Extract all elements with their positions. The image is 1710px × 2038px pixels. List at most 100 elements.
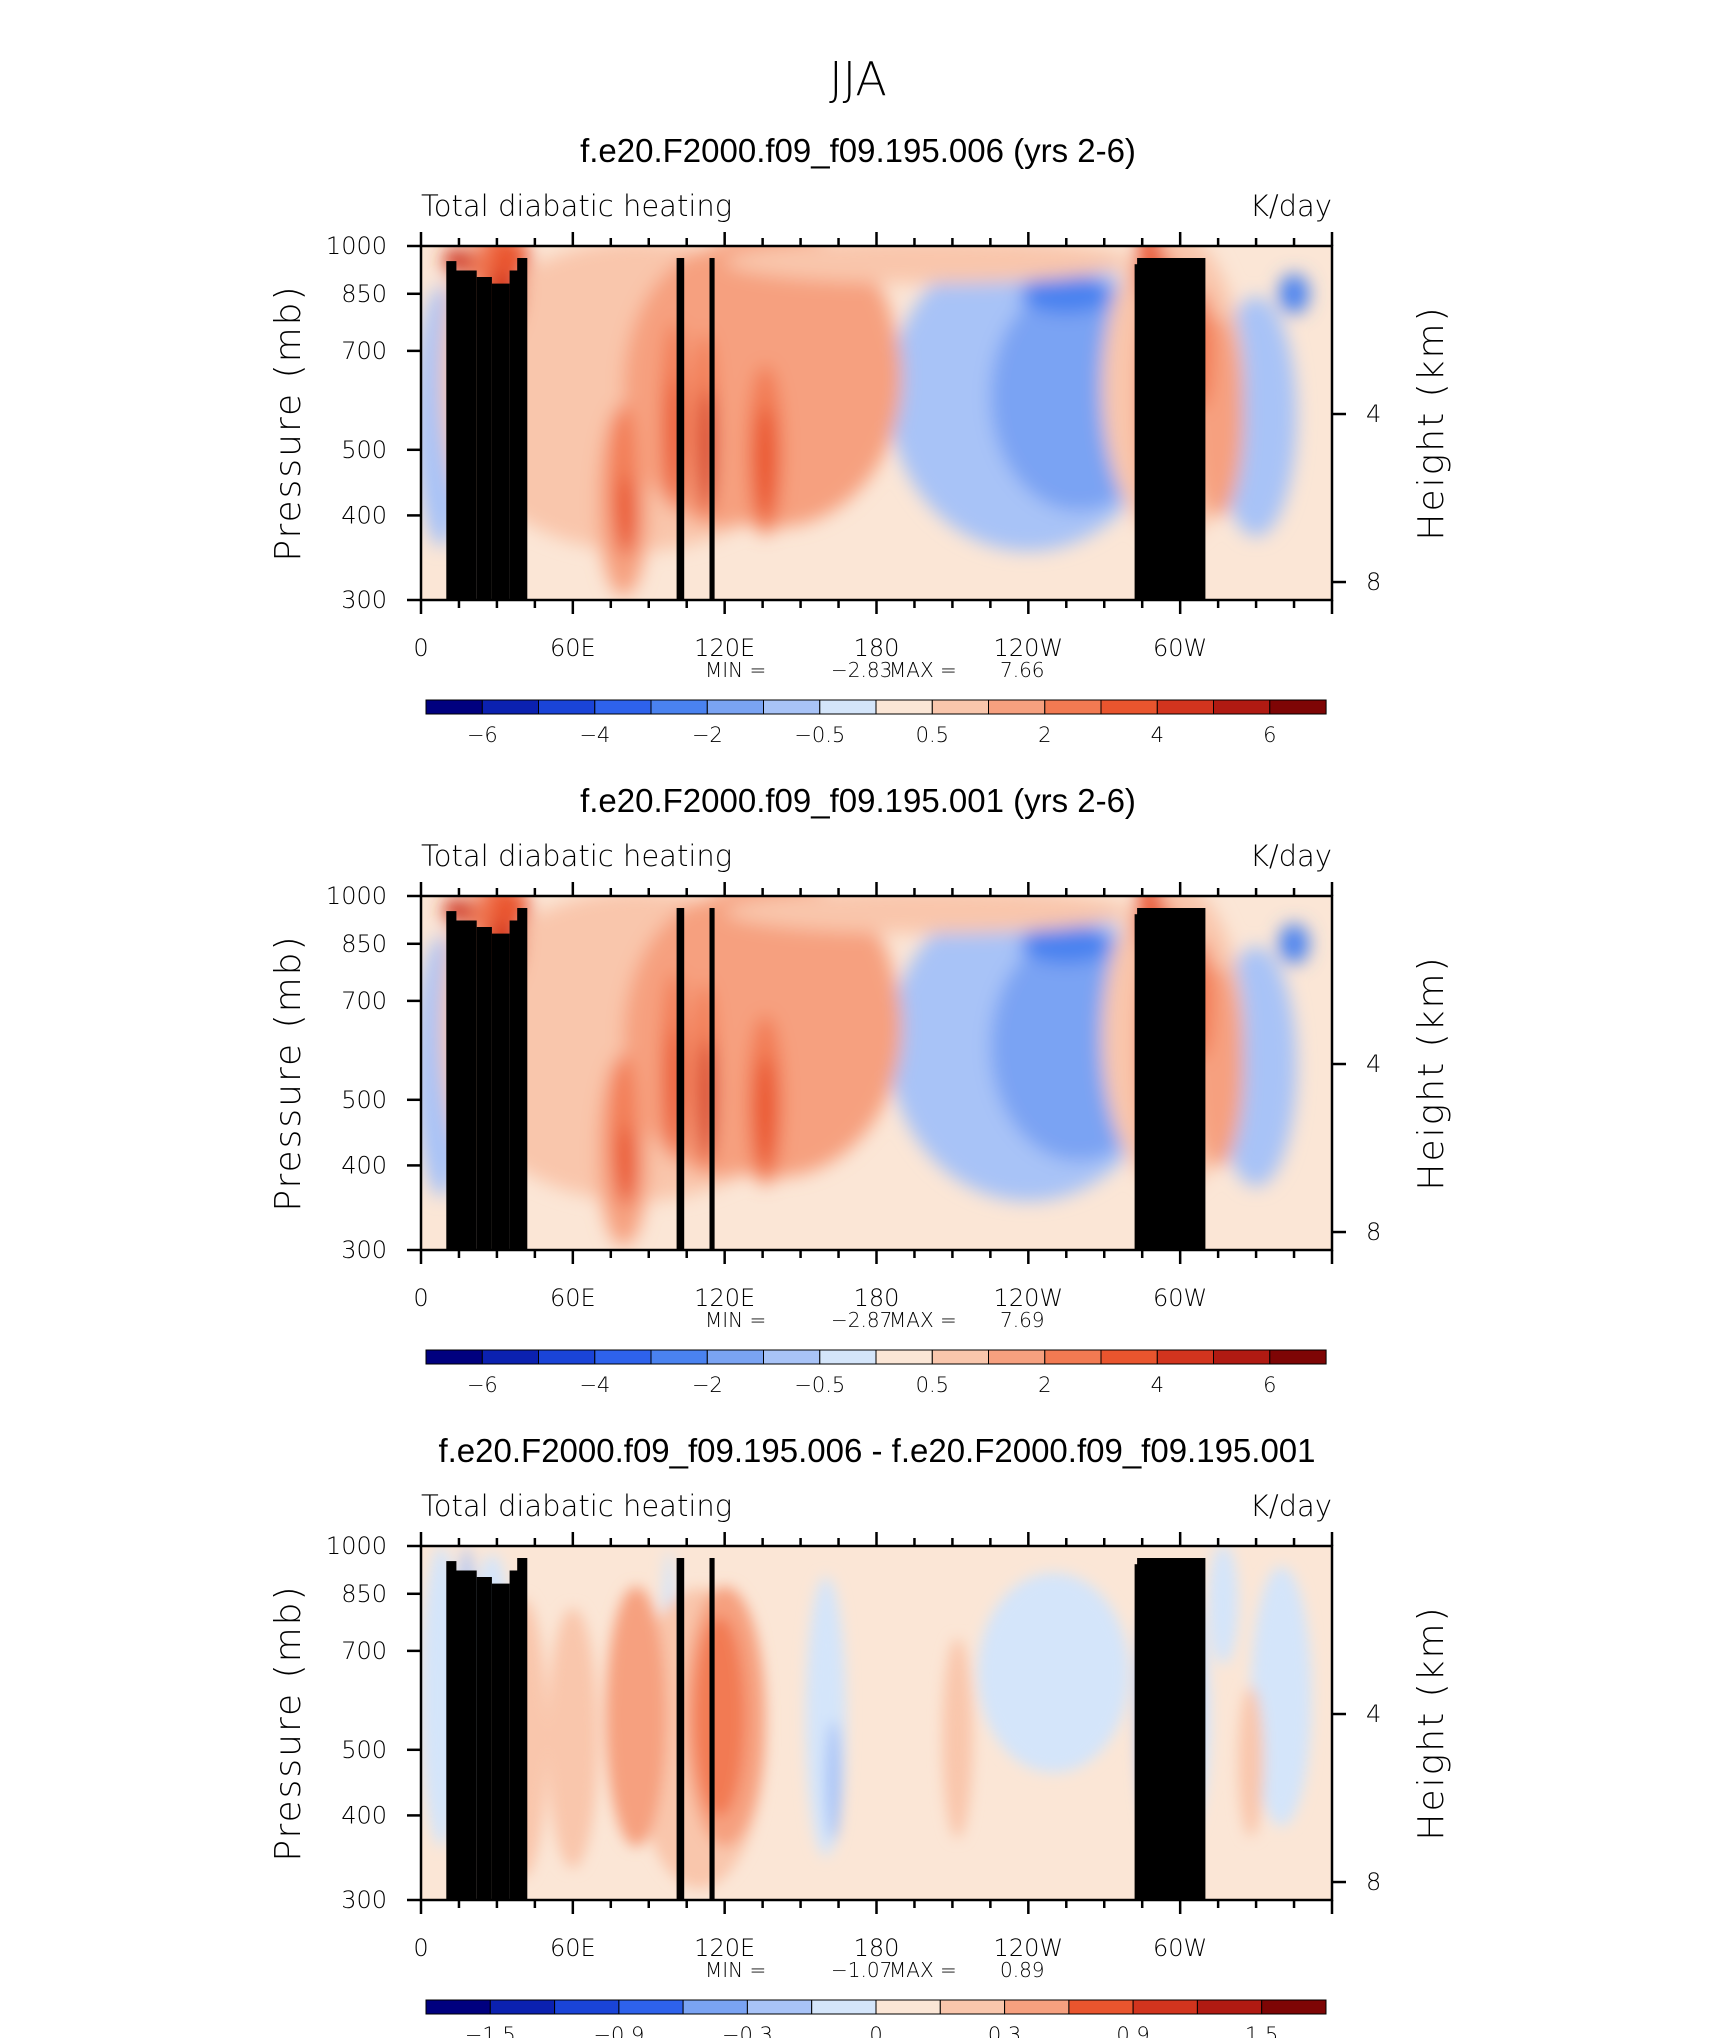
contour-blob <box>724 896 1130 934</box>
panel-3-xtick: 120E <box>694 1934 755 1962</box>
panel-3-ytick: 300 <box>341 1886 387 1914</box>
panel-3-colorbar-label: 1.5 <box>1245 2023 1278 2038</box>
colorbar-box <box>1269 699 1327 715</box>
panel-2-colorbar-label: 6 <box>1263 1373 1276 1397</box>
panel-2-colorbar-label: −4 <box>579 1373 610 1397</box>
panel-1-ytick: 500 <box>341 436 387 464</box>
contour-blob <box>1278 923 1310 964</box>
contour-blob <box>1278 273 1310 314</box>
panel-3-colorbar-label: 0.3 <box>988 2023 1021 2038</box>
colorbar-box <box>481 1349 540 1365</box>
contour-blob <box>1251 1566 1312 1827</box>
colorbar-box <box>931 699 990 715</box>
colorbar-box <box>763 1349 821 1365</box>
panel-3-ylabel: Pressure (mb) <box>268 1584 309 1861</box>
panel-1-units: K/day <box>1250 189 1332 223</box>
panel-3-xtick: 60W <box>1153 1934 1207 1962</box>
panel-3-colorbar-label: 0.9 <box>1116 2023 1149 2038</box>
topography-block <box>476 927 492 1250</box>
panel-3: f.e20.F2000.f09_f09.195.006 - f.e20.F200… <box>268 1432 1452 2038</box>
panel-1-colorbar-label: 6 <box>1263 723 1276 747</box>
panel-3-units: K/day <box>1250 1489 1332 1523</box>
panel-1-max-label: MAX = <box>889 658 957 682</box>
topography-block <box>517 908 528 1250</box>
contour-blob <box>694 1616 745 1817</box>
panel-2-ytick-right: 4 <box>1366 1050 1381 1078</box>
contour-blob <box>755 406 776 517</box>
panel-1-x-axis: 0 60E 120E 180 120W 60W <box>413 634 1207 662</box>
colorbar-box <box>538 1349 596 1365</box>
panel-1-title: f.e20.F2000.f09_f09.195.006 (yrs 2-6) <box>580 132 1136 169</box>
panel-2-ytick: 400 <box>341 1151 387 1179</box>
panel-3-min-label: MIN = <box>705 1958 766 1982</box>
panel-2-colorbar-label: −0.5 <box>794 1373 845 1397</box>
topography-block <box>709 258 715 600</box>
topography-block <box>1137 258 1206 600</box>
colorbar-box <box>618 1999 684 2015</box>
panel-3-ytick: 500 <box>341 1736 387 1764</box>
panel-1-colorbar-label: 4 <box>1151 723 1164 747</box>
panel-3-colorbar-label: −0.3 <box>722 2023 773 2038</box>
topography-block <box>476 1577 492 1900</box>
panel-2-min-value: −2.87 <box>831 1308 892 1332</box>
topography-block <box>709 908 715 1250</box>
topography-block <box>491 933 510 1250</box>
panel-1-max-value: 7.66 <box>1000 658 1045 682</box>
colorbar-box <box>763 699 821 715</box>
colorbar-box <box>1269 1349 1327 1365</box>
colorbar-box <box>650 699 708 715</box>
colorbar-box <box>706 1349 765 1365</box>
colorbar-box <box>1132 1999 1198 2015</box>
colorbar-box <box>746 1999 813 2015</box>
panel-3-ylabel-right: Height (km) <box>1411 1605 1452 1840</box>
colorbar-box <box>1100 699 1158 715</box>
topography-block <box>491 1583 510 1900</box>
colorbar-box <box>1156 699 1215 715</box>
contour-blob <box>615 1125 637 1206</box>
colorbar-box <box>1196 1999 1263 2015</box>
panel-3-colorbar-label: −1.5 <box>465 2023 516 2038</box>
contour-blob <box>749 256 892 397</box>
colorbar-box <box>988 1349 1046 1365</box>
colorbar-box <box>481 699 540 715</box>
panel-1-colorbar-label: −6 <box>467 723 498 747</box>
topography-block <box>446 1561 457 1900</box>
panel-3-xtick: 120W <box>994 1934 1064 1962</box>
panel-2-ylabel-right: Height (km) <box>1411 955 1452 1190</box>
colorbar-box <box>939 1999 1006 2015</box>
panel-2-colorbar-labels: −6 −4 −2 −0.5 0.5 2 4 6 <box>467 1373 1277 1397</box>
panel-2-topography <box>446 908 1206 1250</box>
topography-block <box>453 270 477 600</box>
panel-2-xtick: 0 <box>413 1284 428 1312</box>
topography-block <box>509 270 520 600</box>
topography-block <box>517 258 528 600</box>
contour-blob <box>724 246 1130 284</box>
panel-3-x-axis: 0 60E 120E 180 120W 60W <box>413 1934 1207 1962</box>
panel-1-ytick: 1000 <box>326 232 387 260</box>
colorbar-box <box>1156 1349 1215 1365</box>
panel-2-xtick: 120E <box>694 1284 755 1312</box>
panel-3-ytick: 850 <box>341 1580 387 1608</box>
colorbar-box <box>1044 699 1102 715</box>
panel-3-xtick: 180 <box>854 1934 900 1962</box>
panel-3-ytick: 400 <box>341 1801 387 1829</box>
panel-1-ytick-right: 8 <box>1366 568 1381 596</box>
panel-2-ytick: 1000 <box>326 882 387 910</box>
colorbar-box <box>425 699 483 715</box>
topography-block <box>453 920 477 1250</box>
topography-block <box>1137 1558 1206 1900</box>
panel-3-topography <box>446 1558 1206 1900</box>
panel-1-xtick: 0 <box>413 634 428 662</box>
panel-2-min-label: MIN = <box>705 1308 766 1332</box>
panel-2-y-axis-right: 8 4 <box>1366 1050 1381 1246</box>
topography-block <box>709 1558 715 1900</box>
panel-3-title: f.e20.F2000.f09_f09.195.006 - f.e20.F200… <box>438 1432 1315 1469</box>
panel-1-min-value: −2.83 <box>831 658 892 682</box>
panel-2-ytick-right: 8 <box>1366 1218 1381 1246</box>
colorbar-box <box>819 1349 877 1365</box>
contour-blob <box>1208 1546 1239 1665</box>
colorbar-box <box>594 699 652 715</box>
contour-blob <box>615 475 637 556</box>
panel-1-ytick: 400 <box>341 501 387 529</box>
